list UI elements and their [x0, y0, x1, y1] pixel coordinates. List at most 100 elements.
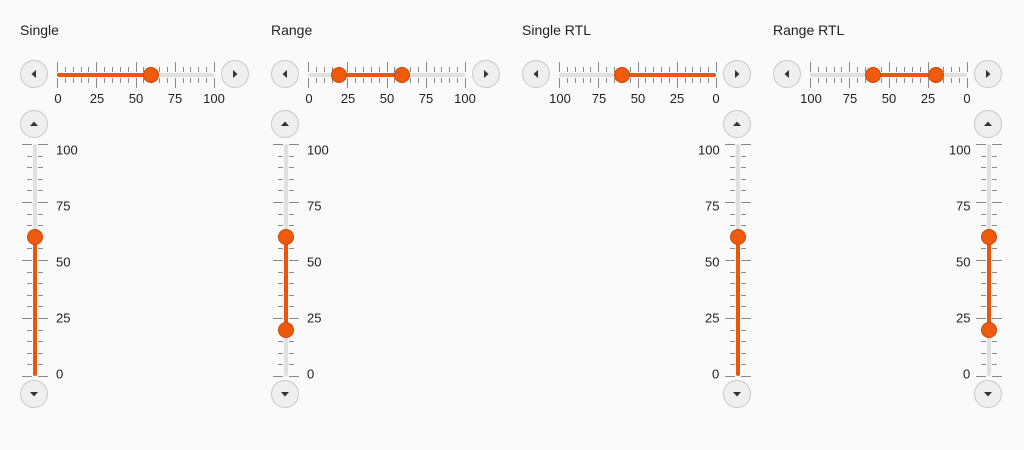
horizontal-slider-rtl[interactable]: [559, 60, 717, 90]
slider-handle[interactable]: [981, 321, 997, 338]
major-tick: [888, 78, 890, 88]
minor-tick: [981, 248, 986, 250]
slider-handle[interactable]: [394, 67, 411, 83]
minor-tick: [741, 167, 746, 169]
minor-tick: [692, 78, 694, 83]
vertical-slider-rtl[interactable]: [723, 144, 753, 377]
slider-handle[interactable]: [278, 321, 294, 338]
minor-tick: [198, 78, 200, 83]
minor-tick: [206, 78, 208, 83]
vertical-range-slider[interactable]: [271, 144, 301, 377]
increase-button[interactable]: [773, 60, 801, 88]
tick-label: 50: [705, 254, 720, 270]
arrow-down-icon: [984, 392, 992, 397]
arrow-up-icon: [30, 121, 38, 126]
minor-tick: [27, 283, 32, 285]
slider-handle[interactable]: [981, 228, 997, 245]
decrease-button[interactable]: [974, 380, 1002, 408]
tick-label: 100: [800, 91, 822, 106]
minor-tick: [981, 178, 986, 180]
major-tick: [637, 62, 639, 72]
major-tick: [976, 202, 986, 203]
decrease-button[interactable]: [723, 380, 751, 408]
increase-button[interactable]: [974, 110, 1002, 138]
slider-handle[interactable]: [27, 228, 43, 245]
decrease-button[interactable]: [20, 380, 48, 408]
minor-tick: [992, 167, 997, 169]
major-tick: [22, 376, 32, 377]
decrease-button[interactable]: [20, 60, 48, 88]
minor-tick: [119, 78, 121, 83]
minor-tick: [981, 364, 986, 366]
minor-tick: [289, 225, 294, 227]
tick-label: 0: [305, 91, 313, 106]
slider-handle[interactable]: [730, 228, 746, 245]
increase-button[interactable]: [271, 110, 299, 138]
tick-label: 25: [669, 91, 685, 106]
vertical-slider[interactable]: [20, 144, 50, 377]
decrease-button[interactable]: [723, 60, 751, 88]
increase-button[interactable]: [723, 110, 751, 138]
major-tick: [96, 62, 98, 72]
minor-tick: [27, 178, 32, 180]
major-tick: [741, 144, 751, 145]
vertical-range-slider-rtl[interactable]: [974, 144, 1004, 377]
slider-handle[interactable]: [331, 67, 348, 83]
minor-tick: [730, 190, 735, 192]
minor-tick: [833, 67, 835, 72]
minor-tick: [72, 67, 74, 72]
minor-tick: [27, 213, 32, 215]
minor-tick: [206, 67, 208, 72]
decrease-button[interactable]: [974, 60, 1002, 88]
major-tick: [967, 62, 968, 72]
minor-tick: [606, 67, 608, 72]
minor-tick: [981, 225, 986, 227]
decrease-button[interactable]: [271, 380, 299, 408]
horizontal-range-slider[interactable]: [308, 60, 466, 90]
major-tick: [273, 144, 283, 145]
minor-tick: [817, 67, 819, 72]
slider-handle[interactable]: [927, 67, 944, 83]
slider-handle[interactable]: [864, 67, 881, 83]
minor-tick: [27, 155, 32, 157]
major-tick: [465, 62, 466, 72]
minor-tick: [730, 283, 735, 285]
minor-tick: [919, 78, 921, 83]
decrease-button[interactable]: [271, 60, 299, 88]
major-tick: [22, 144, 32, 145]
minor-tick: [38, 294, 43, 296]
slider-handle[interactable]: [143, 67, 160, 83]
tick-label: 25: [920, 91, 936, 106]
minor-tick: [741, 178, 746, 180]
increase-button[interactable]: [522, 60, 550, 88]
increase-button[interactable]: [20, 110, 48, 138]
minor-tick: [992, 283, 997, 285]
minor-tick: [661, 67, 663, 72]
major-tick: [725, 376, 735, 377]
minor-tick: [741, 213, 746, 215]
minor-tick: [289, 190, 294, 192]
arrow-down-icon: [30, 392, 38, 397]
horizontal-range-slider-rtl[interactable]: [810, 60, 968, 90]
minor-tick: [38, 178, 43, 180]
minor-tick: [278, 294, 283, 296]
minor-tick: [992, 155, 997, 157]
major-tick: [273, 376, 283, 377]
section-single: Single 0 25 50 75 100 100 75 50 25 0: [20, 0, 260, 450]
slider-handle[interactable]: [613, 67, 630, 83]
increase-button[interactable]: [472, 60, 500, 88]
minor-tick: [104, 78, 106, 83]
minor-tick: [606, 78, 608, 83]
minor-tick: [582, 67, 584, 72]
tick-label: 100: [454, 91, 476, 106]
minor-tick: [629, 78, 631, 83]
minor-tick: [289, 167, 294, 169]
minor-tick: [730, 178, 735, 180]
minor-tick: [198, 67, 200, 72]
slider-handle[interactable]: [278, 228, 294, 245]
minor-tick: [27, 225, 32, 227]
major-tick: [22, 202, 32, 203]
increase-button[interactable]: [221, 60, 249, 88]
minor-tick: [668, 78, 670, 83]
horizontal-slider[interactable]: [57, 60, 215, 90]
